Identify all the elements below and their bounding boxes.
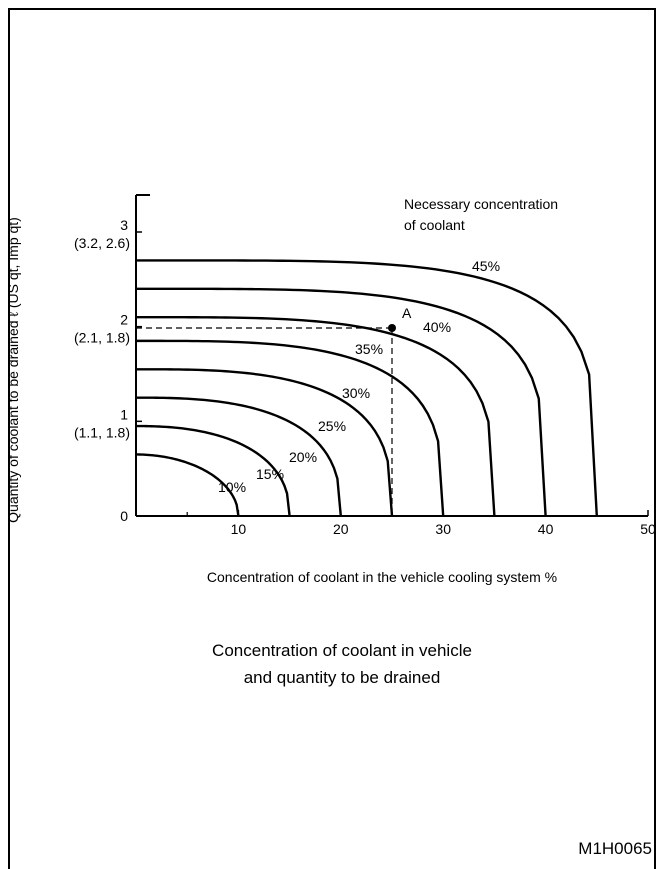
curve-45pct — [136, 259, 598, 517]
legend-title-line-1: Necessary concentration — [404, 196, 558, 212]
curve-20pct — [136, 396, 342, 517]
caption-line-1: Concentration of coolant in vehicle — [212, 641, 472, 660]
x-tick-label: 40 — [538, 521, 554, 537]
series-label: 40% — [423, 319, 451, 335]
y-tick-sublabel: (2.1, 1.8) — [74, 330, 130, 346]
curve-10pct — [135, 453, 240, 517]
curves: 10% 15% 20%25% 30% 35% 40% 45% — [135, 258, 598, 517]
series-label: 20% — [289, 449, 317, 465]
y-tick-label: 1 — [120, 406, 128, 422]
x-tick-label: 50 — [640, 521, 656, 537]
marker-point-a — [388, 324, 396, 332]
x-tick-label: 20 — [333, 521, 349, 537]
x-axis-label: Concentration of coolant in the vehicle … — [207, 569, 557, 585]
y-tick-sublabel: (1.1, 1.8) — [74, 424, 130, 440]
caption-line-2: and quantity to be drained — [244, 668, 441, 687]
series-label: 25% — [318, 418, 346, 434]
curve-35pct — [136, 316, 496, 517]
series-label: 30% — [342, 385, 370, 401]
series-label: 35% — [355, 341, 383, 357]
series-label: 10% — [218, 479, 246, 495]
y-tick-sublabel: (3.2, 2.6) — [74, 235, 130, 251]
legend-title-line-2: of coolant — [404, 217, 465, 233]
marks: A — [136, 305, 412, 516]
y-tick-label: 3 — [120, 217, 128, 233]
curve-30pct — [136, 339, 445, 517]
axes: 10 20 30 40 50 0 1 (1.1, 1.8) 2 (2.1, 1.8) 3 (3.2, … — [74, 194, 656, 537]
y-tick-label: 0 — [120, 508, 128, 524]
marker-label: A — [402, 305, 412, 321]
x-tick-label: 30 — [435, 521, 451, 537]
series-label: 45% — [472, 258, 500, 274]
series-label: 15% — [256, 466, 284, 482]
curve-25pct — [136, 368, 394, 517]
y-axis-label: Quantity of coolant to be drained ℓ (US … — [5, 217, 21, 523]
curve-15pct — [136, 424, 291, 517]
figure-code: M1H0065 — [578, 839, 652, 858]
x-tick-label: 10 — [231, 521, 247, 537]
curve-40pct — [136, 287, 547, 517]
page-frame — [8, 8, 656, 869]
y-tick-label: 2 — [120, 312, 128, 328]
